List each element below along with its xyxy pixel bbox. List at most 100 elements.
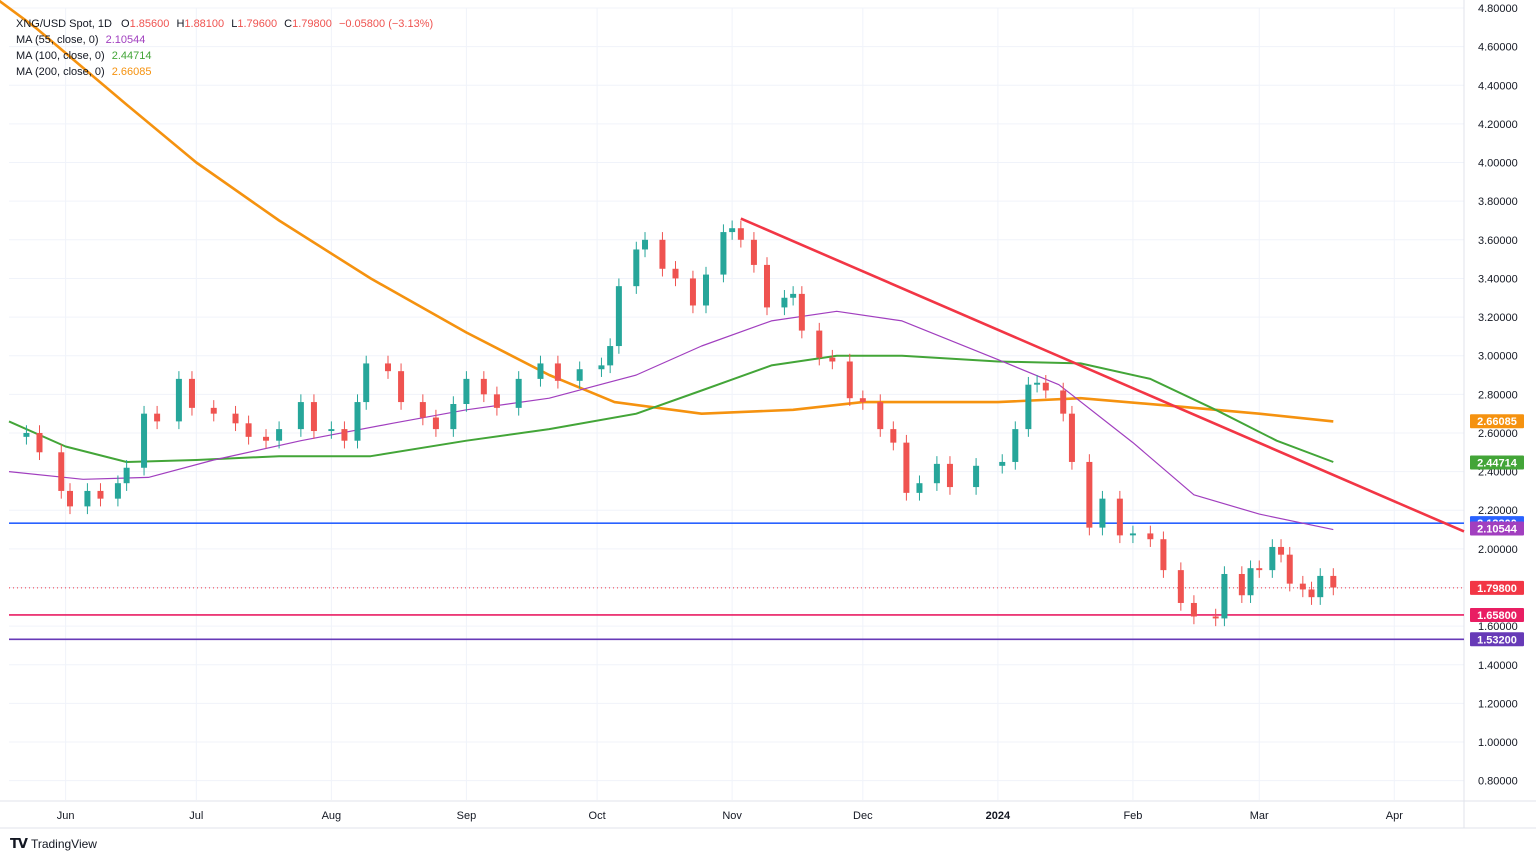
candles bbox=[23, 220, 1337, 627]
price-tick-label: 3.80000 bbox=[1478, 196, 1518, 208]
moving-average-line bbox=[0, 0, 1334, 423]
candle-body bbox=[341, 429, 348, 441]
candle-body bbox=[66, 490, 73, 507]
candle-body bbox=[798, 293, 805, 331]
candle-body bbox=[23, 432, 30, 437]
candle-body bbox=[1099, 498, 1106, 528]
candle-body bbox=[672, 268, 679, 279]
candle-body bbox=[419, 402, 426, 418]
legend-ma55-label: MA (55, close, 0) bbox=[16, 34, 99, 46]
time-axis[interactable]: Jun Jul Aug Sep Oct Nov Dec 2024 Feb Mar Apr bbox=[57, 810, 1403, 822]
candle-body bbox=[450, 404, 457, 430]
time-tick-label: Sep bbox=[457, 810, 477, 822]
candle-body bbox=[1221, 573, 1228, 619]
candle-body bbox=[1129, 533, 1136, 536]
time-tick-label: Oct bbox=[589, 810, 606, 822]
candle-body bbox=[946, 463, 953, 488]
price-tick-label: 4.80000 bbox=[1478, 3, 1518, 15]
candle-body bbox=[1330, 575, 1337, 588]
price-labels: 2.660852.447142.133002.105441.798001.658… bbox=[1470, 414, 1524, 647]
candle-body bbox=[859, 398, 866, 403]
candle-body bbox=[1299, 583, 1306, 590]
price-label-text: 1.65800 bbox=[1477, 610, 1517, 622]
candle-body bbox=[689, 278, 696, 306]
candle-body bbox=[790, 293, 797, 298]
candle-body bbox=[1147, 533, 1154, 540]
candle-body bbox=[310, 402, 317, 432]
candle-body bbox=[58, 452, 65, 491]
candle-body bbox=[263, 436, 270, 441]
moving-average-line bbox=[8, 310, 1334, 531]
candle-body bbox=[1060, 390, 1067, 414]
legend-symbol[interactable]: XNG/USD Spot, 1D bbox=[16, 18, 112, 30]
chart-axes bbox=[0, 0, 1536, 829]
moving-averages bbox=[0, 0, 1334, 531]
time-tick-label: Mar bbox=[1250, 810, 1269, 822]
candle-body bbox=[363, 363, 370, 403]
candle-body bbox=[175, 378, 182, 422]
legend-ma100-value: 2.44714 bbox=[111, 50, 152, 62]
candle-body bbox=[750, 239, 757, 265]
candle-body bbox=[1025, 384, 1032, 430]
price-tick-label: 0.80000 bbox=[1478, 776, 1518, 788]
price-tick-label: 2.40000 bbox=[1478, 467, 1518, 479]
price-tick-label: 4.60000 bbox=[1478, 42, 1518, 54]
candle-body bbox=[933, 463, 940, 484]
candle-body bbox=[1317, 575, 1324, 598]
legend-ohlc-row: XNG/USD Spot, 1D O1.85600 H1.88100 L1.79… bbox=[16, 16, 433, 32]
legend-ma200-row[interactable]: MA (200, close, 0) 2.66085 bbox=[16, 64, 433, 80]
candle-body bbox=[84, 490, 91, 507]
price-axis[interactable]: 0.800001.000001.200001.400001.600001.800… bbox=[1478, 3, 1518, 788]
candle-body bbox=[877, 402, 884, 430]
legend-close: 1.79800 bbox=[292, 18, 332, 30]
candle-body bbox=[846, 361, 853, 399]
price-label-box bbox=[1470, 414, 1524, 429]
legend-ma200-label: MA (200, close, 0) bbox=[16, 66, 105, 78]
price-tick-label: 2.60000 bbox=[1478, 428, 1518, 440]
candle-body bbox=[354, 402, 361, 441]
candle-body bbox=[1190, 602, 1197, 617]
candle-body bbox=[763, 264, 770, 308]
candle-body bbox=[154, 413, 161, 422]
candle-body bbox=[1086, 461, 1093, 528]
candle-body bbox=[903, 442, 910, 493]
candle-body bbox=[398, 371, 405, 403]
candle-body bbox=[1308, 589, 1315, 598]
candle-body bbox=[1286, 554, 1293, 584]
trendline[interactable] bbox=[740, 217, 1465, 533]
price-label-text: 1.53200 bbox=[1477, 634, 1517, 646]
candle-body bbox=[999, 461, 1006, 466]
legend-ma100-row[interactable]: MA (100, close, 0) 2.44714 bbox=[16, 48, 433, 64]
tradingview-brand[interactable]: 𝗧𝗩 TradingView bbox=[10, 836, 97, 852]
legend-low: 1.79600 bbox=[237, 18, 278, 30]
candle-body bbox=[973, 465, 980, 488]
price-tick-label: 2.20000 bbox=[1478, 505, 1518, 517]
candle-body bbox=[480, 378, 487, 395]
candle-body bbox=[729, 228, 736, 233]
candle-body bbox=[188, 378, 195, 408]
candle-body bbox=[1160, 539, 1167, 571]
price-tick-label: 2.80000 bbox=[1478, 389, 1518, 401]
time-tick-label: 2024 bbox=[986, 810, 1011, 822]
legend-change: −0.05800 (−3.13%) bbox=[338, 18, 434, 30]
price-label-box bbox=[1470, 632, 1524, 647]
candle-body bbox=[1212, 616, 1219, 619]
candle-body bbox=[276, 429, 283, 441]
legend-ma55-row[interactable]: MA (55, close, 0) 2.10544 bbox=[16, 32, 433, 48]
candle-body bbox=[210, 407, 217, 414]
candle-body bbox=[515, 378, 522, 408]
legend-ma200-value: 2.66085 bbox=[111, 66, 152, 78]
candle-body bbox=[1278, 546, 1285, 555]
resistance-trendline bbox=[740, 217, 1465, 533]
candle-body bbox=[633, 249, 640, 287]
chart-legend: XNG/USD Spot, 1D O1.85600 H1.88100 L1.79… bbox=[16, 16, 433, 80]
candle-body bbox=[245, 423, 252, 437]
legend-close-label: C bbox=[284, 18, 293, 30]
price-label-text: 2.44714 bbox=[1477, 458, 1518, 470]
candle-body bbox=[554, 363, 561, 381]
candle-body bbox=[537, 363, 544, 379]
price-label-box bbox=[1470, 580, 1524, 595]
legend-high: 1.88100 bbox=[184, 18, 225, 30]
time-tick-label: Apr bbox=[1386, 810, 1403, 822]
